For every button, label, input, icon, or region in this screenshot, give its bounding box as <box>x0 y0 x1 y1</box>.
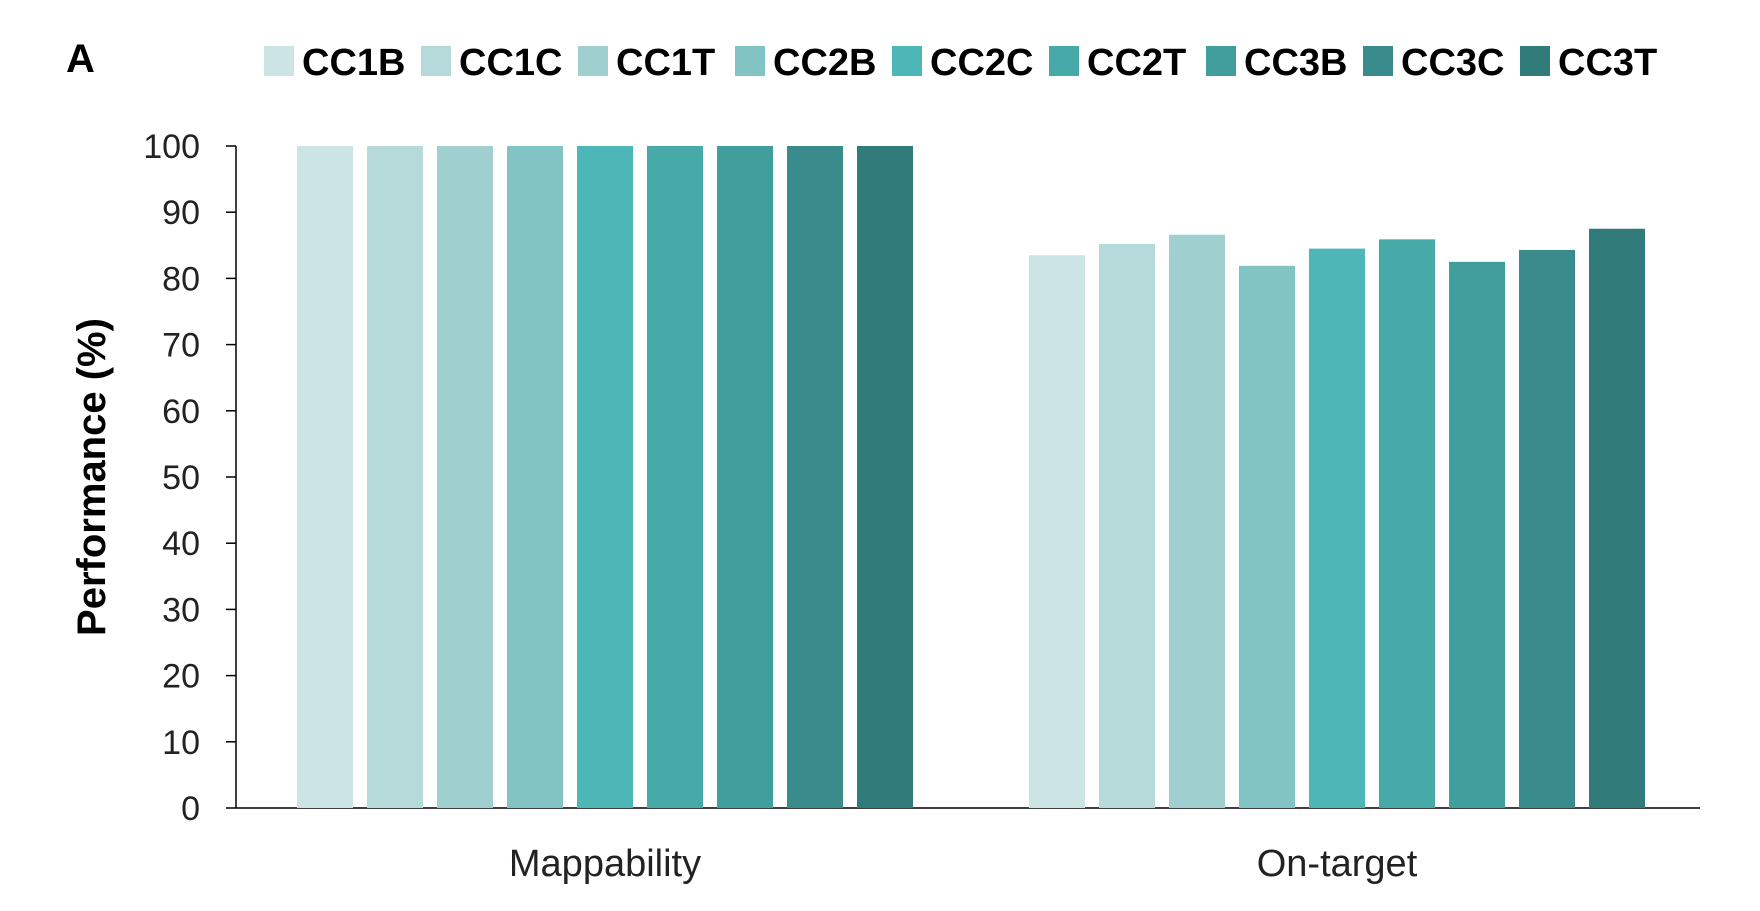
bar-cc3t-on-target <box>1589 228 1645 808</box>
legend-item: CC3T <box>1520 42 1657 84</box>
y-tick-label: 90 <box>162 194 200 232</box>
bar-cc3b-on-target <box>1449 261 1505 809</box>
bar-cc2c-on-target <box>1309 248 1365 809</box>
y-tick-label: 40 <box>162 525 200 563</box>
y-tick-label: 50 <box>162 459 200 497</box>
y-tick-label: 10 <box>162 724 200 762</box>
y-tick-label: 100 <box>143 128 200 166</box>
x-category-label: On-target <box>1257 843 1418 885</box>
legend-swatch <box>1363 46 1393 76</box>
x-axis-categories: Mappability On-target <box>509 843 1418 885</box>
bar-cc3c-mappability <box>787 146 843 808</box>
legend-item: CC3C <box>1363 42 1504 84</box>
bar-cc3b-mappability <box>717 146 773 808</box>
bar-cc2t-mappability <box>647 146 703 808</box>
y-tick-label: 30 <box>162 591 200 629</box>
bar-cc3t-mappability <box>857 146 913 808</box>
legend-item: CC2C <box>892 42 1033 84</box>
bar-cc2t-on-target <box>1379 239 1435 809</box>
legend-label: CC2C <box>930 42 1033 84</box>
panel-label: A <box>66 37 95 81</box>
bar-cc3c-on-target <box>1519 249 1575 808</box>
bar-cc2b-on-target <box>1239 265 1295 808</box>
legend-label: CC2T <box>1087 42 1186 84</box>
bar-cc2b-mappability <box>507 146 563 808</box>
bar-cc1c-on-target <box>1099 243 1155 808</box>
legend-swatch <box>892 46 922 76</box>
legend-label: CC1C <box>459 42 562 84</box>
y-tick-label: 20 <box>162 658 200 696</box>
legend-label: CC3T <box>1558 42 1657 84</box>
bar-cc1c-mappability <box>367 146 423 808</box>
legend-swatch <box>1206 46 1236 76</box>
bar-cc2c-mappability <box>577 146 633 808</box>
legend-swatch <box>1049 46 1079 76</box>
legend-item: CC1C <box>421 42 562 84</box>
legend-item: CC2B <box>735 42 876 84</box>
y-tick-label: 80 <box>162 260 200 298</box>
x-category-label: Mappability <box>509 843 701 885</box>
legend-swatch <box>1520 46 1550 76</box>
legend-item: CC2T <box>1049 42 1186 84</box>
legend-label: CC2B <box>773 42 876 84</box>
legend-swatch <box>264 46 294 76</box>
legend-swatch <box>578 46 608 76</box>
legend: CC1B CC1C CC1T CC2B CC2C CC2T CC3B CC3C CC3T <box>264 42 1657 84</box>
y-tick-label: 0 <box>181 790 200 828</box>
legend-item: CC1T <box>578 42 715 84</box>
y-tick-label: 60 <box>162 393 200 431</box>
bar-cc1t-mappability <box>437 146 493 808</box>
legend-label: CC3B <box>1244 42 1347 84</box>
legend-item: CC3B <box>1206 42 1347 84</box>
bar-cc1t-on-target <box>1169 234 1225 808</box>
legend-label: CC1B <box>302 42 405 84</box>
bar-cc1b-mappability <box>297 146 353 808</box>
y-tick-label: 70 <box>162 327 200 365</box>
bar-cc1b-on-target <box>1029 255 1085 809</box>
legend-label: CC3C <box>1401 42 1504 84</box>
bars <box>297 146 1645 809</box>
y-axis-ticks: 0 10 20 30 40 50 60 70 80 90 100 <box>143 128 236 828</box>
legend-swatch <box>735 46 765 76</box>
legend-item: CC1B <box>264 42 405 84</box>
y-axis-label: Performance (%) <box>70 318 114 636</box>
legend-swatch <box>421 46 451 76</box>
legend-label: CC1T <box>616 42 715 84</box>
